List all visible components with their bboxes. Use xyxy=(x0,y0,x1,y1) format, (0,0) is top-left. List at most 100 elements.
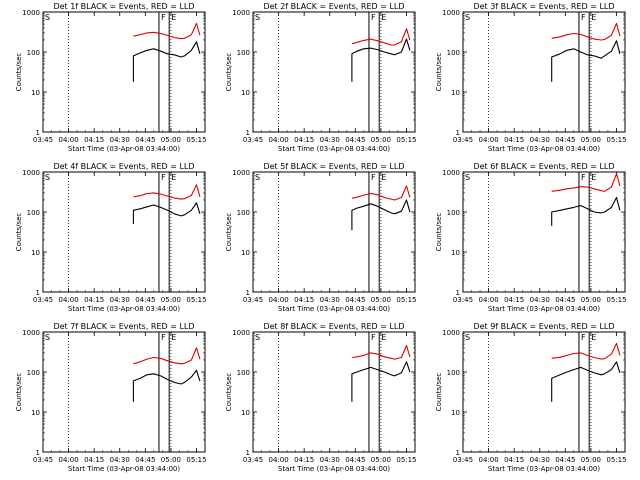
series-line-events xyxy=(551,196,621,226)
y-tick-label: 1000 xyxy=(232,9,250,17)
chart-panel: Det 5f BLACK = Events, RED = LLD 1 10 100 10… xyxy=(225,162,417,313)
marker-label-f: F xyxy=(161,13,166,22)
marker-label-e: E xyxy=(381,13,386,22)
x-tick-label: 04:30 xyxy=(320,136,340,144)
x-tick-label: 04:15 xyxy=(504,136,524,144)
y-axis-label: Counts/sec xyxy=(435,213,443,252)
chart-title: Det 1f BLACK = Events, RED = LLD xyxy=(53,2,194,11)
y-tick-label: 10 xyxy=(241,409,250,417)
x-axis-label: Start Time (03-Apr-08 03:44:00) xyxy=(278,465,390,473)
marker-label-e: E xyxy=(171,13,176,22)
y-tick-label: 10 xyxy=(451,249,460,257)
y-tick-label: 10 xyxy=(451,409,460,417)
x-tick-label: 03:45 xyxy=(453,296,473,304)
y-axis-label: Counts/sec xyxy=(435,53,443,92)
x-tick-label: 05:00 xyxy=(581,456,601,464)
series-line-lld xyxy=(133,22,201,40)
plot-frame xyxy=(42,11,206,133)
y-tick-label: 100 xyxy=(27,209,40,217)
y-tick-label: 100 xyxy=(447,49,460,57)
chart-title: Det 2f BLACK = Events, RED = LLD xyxy=(263,2,404,11)
chart-panel: Det 9f BLACK = Events, RED = LLD 1 10 100 10… xyxy=(435,322,627,473)
x-tick-label: 04:45 xyxy=(345,136,365,144)
x-tick-label: 05:00 xyxy=(161,296,181,304)
chart-panel: Det 7f BLACK = Events, RED = LLD 1 10 100 10… xyxy=(15,322,207,473)
y-tick-label: 1 xyxy=(456,449,460,457)
x-axis-label: Start Time (03-Apr-08 03:44:00) xyxy=(278,305,390,313)
x-tick-label: 05:15 xyxy=(396,456,416,464)
x-tick-label: 03:45 xyxy=(453,136,473,144)
y-axis-label: Counts/sec xyxy=(15,213,23,252)
series-line-events xyxy=(351,38,411,82)
chart-title: Det 3f BLACK = Events, RED = LLD xyxy=(473,2,614,11)
series-line-lld xyxy=(133,184,201,200)
marker-label-s: S xyxy=(255,173,260,182)
marker-label-e: E xyxy=(591,333,596,342)
y-tick-label: 1000 xyxy=(442,329,460,337)
x-tick-label: 03:45 xyxy=(33,456,53,464)
y-tick-label: 10 xyxy=(241,89,250,97)
x-tick-label: 04:00 xyxy=(268,136,288,144)
y-tick-label: 10 xyxy=(31,409,40,417)
plot-frame xyxy=(42,331,206,453)
chart-title: Det 9f BLACK = Events, RED = LLD xyxy=(473,322,614,331)
x-tick-label: 04:00 xyxy=(268,296,288,304)
marker-label-s: S xyxy=(45,333,50,342)
y-axis-label: Counts/sec xyxy=(225,373,233,412)
x-tick-label: 04:30 xyxy=(320,456,340,464)
y-tick-label: 1 xyxy=(246,449,250,457)
series-line-events xyxy=(551,361,621,402)
x-axis-label: Start Time (03-Apr-08 03:44:00) xyxy=(68,305,180,313)
y-tick-label: 1000 xyxy=(22,329,40,337)
y-tick-label: 1 xyxy=(456,129,460,137)
marker-label-e: E xyxy=(381,333,386,342)
x-tick-label: 05:15 xyxy=(606,136,626,144)
marker-label-s: S xyxy=(45,173,50,182)
series-line-events xyxy=(551,40,621,82)
series-line-lld xyxy=(551,22,621,41)
x-tick-label: 04:15 xyxy=(84,136,104,144)
x-tick-label: 04:45 xyxy=(135,136,155,144)
marker-label-s: S xyxy=(465,333,470,342)
series-line-events xyxy=(351,361,411,402)
x-tick-label: 04:15 xyxy=(504,456,524,464)
y-tick-label: 1 xyxy=(246,129,250,137)
x-tick-label: 05:15 xyxy=(186,136,206,144)
series-line-lld xyxy=(133,347,201,365)
marker-label-e: E xyxy=(591,173,596,182)
marker-label-e: E xyxy=(591,13,596,22)
x-tick-label: 05:15 xyxy=(186,296,206,304)
series-line-lld xyxy=(351,28,411,46)
x-tick-label: 03:45 xyxy=(33,136,53,144)
x-axis-label: Start Time (03-Apr-08 03:44:00) xyxy=(278,145,390,153)
chart-panel: Det 3f BLACK = Events, RED = LLD 1 10 100 10… xyxy=(435,2,627,153)
marker-label-f: F xyxy=(161,333,166,342)
y-tick-label: 1 xyxy=(36,129,40,137)
y-tick-label: 100 xyxy=(27,49,40,57)
y-tick-label: 1000 xyxy=(22,169,40,177)
x-tick-label: 04:45 xyxy=(135,296,155,304)
chart-title: Det 7f BLACK = Events, RED = LLD xyxy=(53,322,194,331)
series-line-lld xyxy=(551,173,621,192)
series-line-events xyxy=(132,369,201,402)
y-tick-label: 10 xyxy=(31,249,40,257)
y-tick-label: 100 xyxy=(237,369,250,377)
series-line-events xyxy=(351,199,411,231)
x-tick-label: 04:00 xyxy=(268,456,288,464)
x-tick-label: 04:45 xyxy=(345,296,365,304)
y-tick-label: 100 xyxy=(237,209,250,217)
series-line-events xyxy=(132,202,201,224)
x-tick-label: 04:00 xyxy=(58,136,78,144)
marker-label-f: F xyxy=(371,333,376,342)
chart-panel: Det 4f BLACK = Events, RED = LLD 1 10 100 10… xyxy=(15,162,207,313)
x-tick-label: 04:30 xyxy=(110,136,130,144)
y-tick-label: 1 xyxy=(36,289,40,297)
x-tick-label: 05:00 xyxy=(371,296,391,304)
marker-label-f: F xyxy=(581,13,586,22)
x-tick-label: 04:45 xyxy=(555,296,575,304)
chart-panel: Det 6f BLACK = Events, RED = LLD 1 10 100 10… xyxy=(435,162,627,313)
y-tick-label: 1 xyxy=(36,449,40,457)
x-tick-label: 04:15 xyxy=(294,456,314,464)
x-tick-label: 04:30 xyxy=(110,456,130,464)
